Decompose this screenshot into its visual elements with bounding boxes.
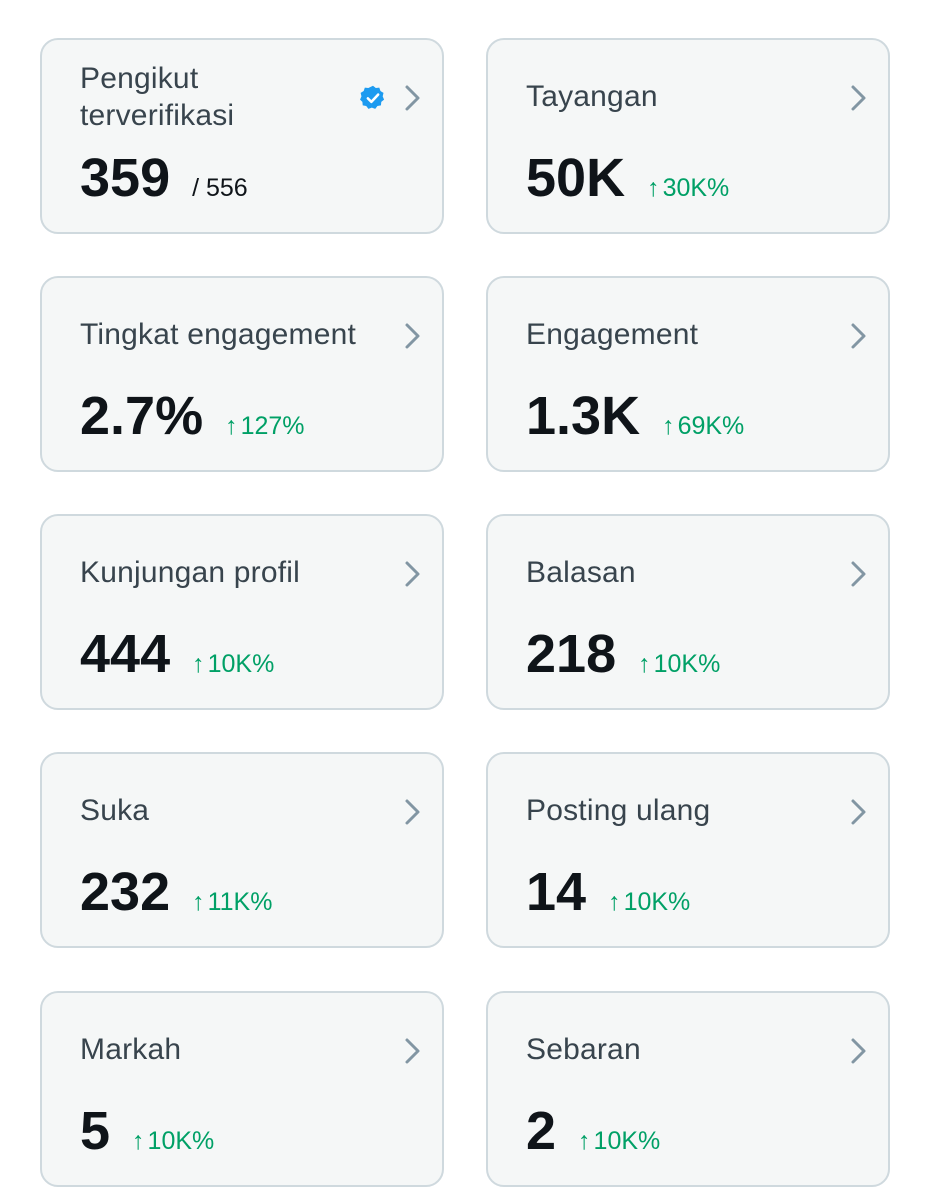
arrow-up-icon: ↑: [608, 888, 621, 916]
metric-change: ↑ 10K%: [192, 650, 274, 679]
value-row: 2.7% ↑ 127%: [80, 386, 305, 446]
arrow-up-icon: ↑: [647, 174, 660, 202]
card-label: Posting ulang: [526, 794, 711, 827]
card-label: Tingkat engagement: [80, 318, 357, 351]
chevron-right-icon: [402, 321, 424, 351]
metric-change: ↑ 11K%: [192, 888, 272, 917]
verified-badge-icon: [359, 84, 387, 112]
chevron-right-icon: [402, 559, 424, 589]
value-row: 5 ↑ 10K%: [80, 1101, 214, 1161]
metric-change: ↑ 127%: [225, 412, 304, 441]
metric-value: 218: [526, 624, 617, 684]
card-label: Suka: [80, 794, 150, 827]
card-label: Pengikut terverifikasi: [80, 62, 235, 132]
change-percent: 10K%: [623, 888, 691, 916]
metric-value: 359: [80, 148, 171, 208]
value-row: 1.3K ↑ 69K%: [526, 386, 744, 446]
metric-value: 2: [526, 1101, 557, 1161]
metric-value: 50K: [526, 148, 626, 208]
card-engagement-rate[interactable]: Tingkat engagement 2.7% ↑ 127%: [40, 276, 444, 472]
value-row: 444 ↑ 10K%: [80, 624, 274, 684]
change-percent: 10K%: [147, 1127, 215, 1155]
chevron-right-icon: [848, 559, 870, 589]
value-row: 232 ↑ 11K%: [80, 862, 272, 922]
metric-change: ↑ 10K%: [608, 888, 690, 917]
card-verified-followers[interactable]: Pengikut terverifikasi 359 / 556: [40, 38, 444, 234]
chevron-right-icon: [848, 83, 870, 113]
value-row: 359 / 556: [80, 148, 248, 208]
change-percent: 10K%: [207, 650, 275, 678]
metric-value: 1.3K: [526, 386, 641, 446]
metric-change: ↑ 30K%: [647, 174, 729, 203]
change-percent: 69K%: [677, 412, 745, 440]
chevron-right-icon: [848, 1036, 870, 1066]
change-percent: 11K%: [207, 888, 273, 916]
metric-value: 2.7%: [80, 386, 204, 446]
metric-value: 14: [526, 862, 587, 922]
arrow-up-icon: ↑: [578, 1127, 591, 1155]
change-percent: 127%: [240, 412, 305, 440]
chevron-right-icon: [848, 797, 870, 827]
card-profile-visits[interactable]: Kunjungan profil 444 ↑ 10K%: [40, 514, 444, 710]
card-shares[interactable]: Sebaran 2 ↑ 10K%: [486, 991, 890, 1187]
change-percent: 10K%: [653, 650, 721, 678]
change-percent: 30K%: [662, 174, 730, 202]
chevron-right-icon: [402, 797, 424, 827]
card-label: Kunjungan profil: [80, 556, 301, 589]
card-reposts[interactable]: Posting ulang 14 ↑ 10K%: [486, 752, 890, 948]
card-label: Tayangan: [526, 80, 658, 113]
card-label: Sebaran: [526, 1033, 641, 1066]
card-likes[interactable]: Suka 232 ↑ 11K%: [40, 752, 444, 948]
chevron-right-icon: [402, 1036, 424, 1066]
arrow-up-icon: ↑: [192, 650, 205, 678]
arrow-up-icon: ↑: [225, 412, 238, 440]
card-views[interactable]: Tayangan 50K ↑ 30K%: [486, 38, 890, 234]
arrow-up-icon: ↑: [638, 650, 651, 678]
card-label: Markah: [80, 1033, 182, 1066]
metric-change: ↑ 69K%: [662, 412, 744, 441]
metric-value: 232: [80, 862, 171, 922]
value-row: 14 ↑ 10K%: [526, 862, 690, 922]
value-row: 2 ↑ 10K%: [526, 1101, 660, 1161]
metric-change: ↑ 10K%: [638, 650, 720, 679]
metric-value: 5: [80, 1101, 111, 1161]
arrow-up-icon: ↑: [192, 888, 205, 916]
metric-value: 444: [80, 624, 171, 684]
arrow-up-icon: ↑: [132, 1127, 145, 1155]
card-label: Engagement: [526, 318, 699, 351]
chevron-right-icon: [848, 321, 870, 351]
change-percent: 10K%: [593, 1127, 661, 1155]
value-row: 218 ↑ 10K%: [526, 624, 720, 684]
metric-change: ↑ 10K%: [578, 1127, 660, 1156]
metric-change: ↑ 10K%: [132, 1127, 214, 1156]
card-bookmarks[interactable]: Markah 5 ↑ 10K%: [40, 991, 444, 1187]
chevron-right-icon: [402, 83, 424, 113]
metric-total: / 556: [192, 174, 248, 202]
card-label: Balasan: [526, 556, 636, 589]
card-engagement[interactable]: Engagement 1.3K ↑ 69K%: [486, 276, 890, 472]
card-replies[interactable]: Balasan 218 ↑ 10K%: [486, 514, 890, 710]
arrow-up-icon: ↑: [662, 412, 675, 440]
value-row: 50K ↑ 30K%: [526, 148, 729, 208]
